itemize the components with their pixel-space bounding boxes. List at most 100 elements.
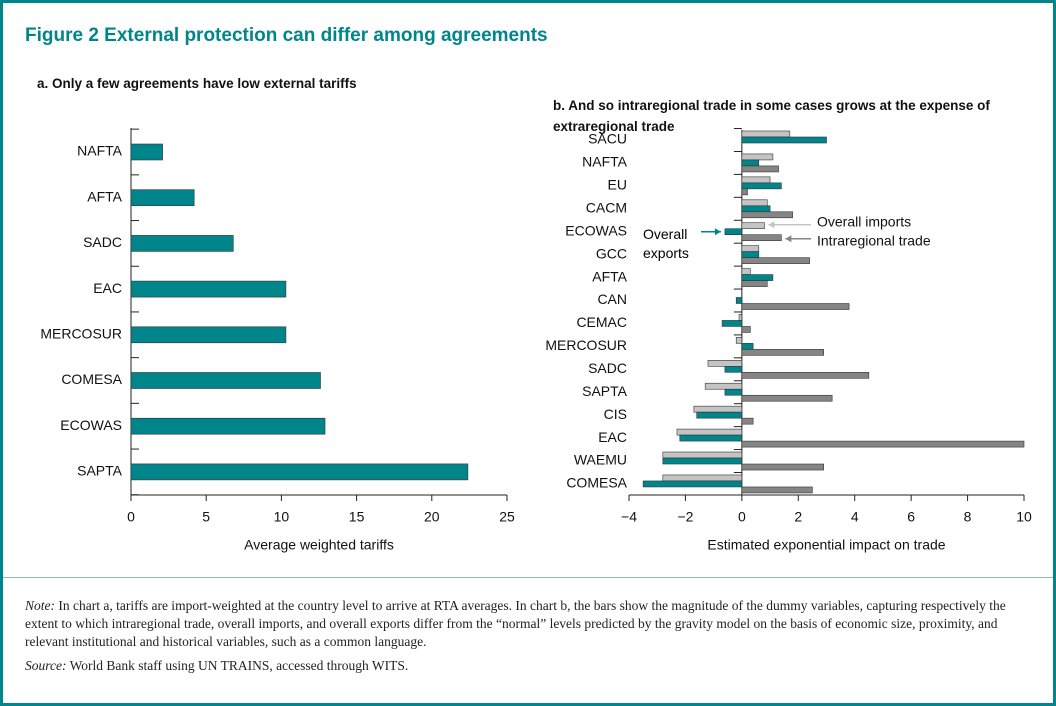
x-tick-label: 10 xyxy=(274,509,290,525)
bar xyxy=(741,199,768,207)
x-tick-label: 10 xyxy=(1016,509,1032,525)
annotation-imports: Overall imports xyxy=(817,213,911,229)
bar xyxy=(741,251,760,258)
y-tick-label: AFTA xyxy=(87,188,122,204)
y-tick-label: CAN xyxy=(597,291,627,307)
bar xyxy=(741,205,771,213)
bar xyxy=(130,143,163,161)
y-tick-label: SAPTA xyxy=(582,383,628,399)
y-tick-label: SACU xyxy=(588,131,627,147)
annotation-intra: Intraregional trade xyxy=(817,232,931,248)
bar xyxy=(735,337,743,344)
annotation-exports: Overall exports xyxy=(643,226,689,261)
y-tick-label: CEMAC xyxy=(576,314,627,330)
bar xyxy=(741,182,782,190)
bar xyxy=(741,165,779,173)
bar xyxy=(676,428,743,436)
bar xyxy=(724,388,743,396)
bar xyxy=(642,480,743,488)
bar xyxy=(130,326,287,344)
bar xyxy=(741,257,810,264)
bar xyxy=(741,211,793,219)
bar xyxy=(741,394,833,402)
note-label: Note: xyxy=(25,598,55,613)
bar xyxy=(741,268,751,275)
bar xyxy=(741,326,751,333)
bar xyxy=(741,343,754,350)
bar xyxy=(741,303,850,310)
y-tick-label: MERCOSUR xyxy=(40,326,122,342)
bar xyxy=(662,457,743,465)
x-tick-label: 0 xyxy=(127,509,135,525)
bar xyxy=(130,189,195,206)
y-tick-label: COMESA xyxy=(566,475,627,491)
bar xyxy=(721,320,743,327)
bar xyxy=(130,463,469,481)
bar xyxy=(741,371,870,379)
bar xyxy=(741,159,760,167)
bar xyxy=(662,474,743,482)
y-tick-label: CIS xyxy=(604,406,627,422)
x-tick-label: 6 xyxy=(907,509,915,525)
source: Source: World Bank staff using UN TRAINS… xyxy=(25,657,1035,675)
y-tick-label: SAPTA xyxy=(77,463,123,479)
x-tick-label: 25 xyxy=(499,509,515,525)
y-tick-label: NAFTA xyxy=(582,154,628,170)
y-tick-label: SADC xyxy=(83,234,122,250)
bar xyxy=(741,176,771,184)
bar xyxy=(130,417,326,435)
y-tick-label: WAEMU xyxy=(574,452,627,468)
arrow-head xyxy=(768,221,775,229)
y-tick-label: COMESA xyxy=(61,371,122,387)
x-tick-label: −2 xyxy=(677,509,693,525)
bar xyxy=(696,411,743,419)
bar xyxy=(679,434,743,442)
bar xyxy=(741,417,754,425)
bar xyxy=(704,382,743,390)
x-axis-label: Average weighted tariffs xyxy=(244,537,394,553)
x-tick-label: 8 xyxy=(964,509,972,525)
y-tick-label: EAC xyxy=(598,429,627,445)
y-tick-label: MERCOSUR xyxy=(545,337,627,353)
x-tick-label: 2 xyxy=(794,509,802,525)
x-axis-label: Estimated exponential impact on trade xyxy=(707,537,945,553)
bar xyxy=(741,280,768,287)
bar xyxy=(741,130,791,138)
bar xyxy=(738,314,743,321)
bar xyxy=(693,405,743,413)
arrow-head xyxy=(714,228,721,236)
chart-a-title: a. Only a few agreements have low extern… xyxy=(37,76,357,91)
note-text: In chart a, tariffs are import-weighted … xyxy=(25,598,1006,649)
notes: Note: In chart a, tariffs are import-wei… xyxy=(25,597,1035,681)
y-tick-label: GCC xyxy=(596,245,627,261)
bar xyxy=(662,451,743,459)
bar xyxy=(735,297,743,304)
bar xyxy=(724,228,743,236)
x-tick-label: 15 xyxy=(349,509,365,525)
note: Note: In chart a, tariffs are import-wei… xyxy=(25,597,1035,651)
bar xyxy=(707,359,743,367)
x-tick-label: 20 xyxy=(424,509,440,525)
source-label: Source: xyxy=(25,658,67,673)
bar xyxy=(130,372,321,389)
y-tick-label: EAC xyxy=(93,280,122,296)
bar xyxy=(741,463,824,471)
bar xyxy=(741,274,774,281)
y-tick-label: ECOWAS xyxy=(565,222,627,238)
bar xyxy=(130,280,287,298)
figure-title: Figure 2 External protection can differ … xyxy=(25,25,548,46)
y-tick-label: CACM xyxy=(586,199,627,215)
y-tick-label: EU xyxy=(608,177,627,193)
bar xyxy=(741,440,1025,448)
y-tick-label: NAFTA xyxy=(77,143,123,159)
x-tick-label: 5 xyxy=(202,509,210,525)
x-tick-label: 4 xyxy=(851,509,859,525)
y-tick-label: AFTA xyxy=(592,268,627,284)
bar xyxy=(741,222,765,230)
x-tick-label: −4 xyxy=(621,509,637,525)
x-tick-label: 0 xyxy=(738,509,746,525)
bar xyxy=(130,235,234,252)
bar xyxy=(741,349,824,356)
